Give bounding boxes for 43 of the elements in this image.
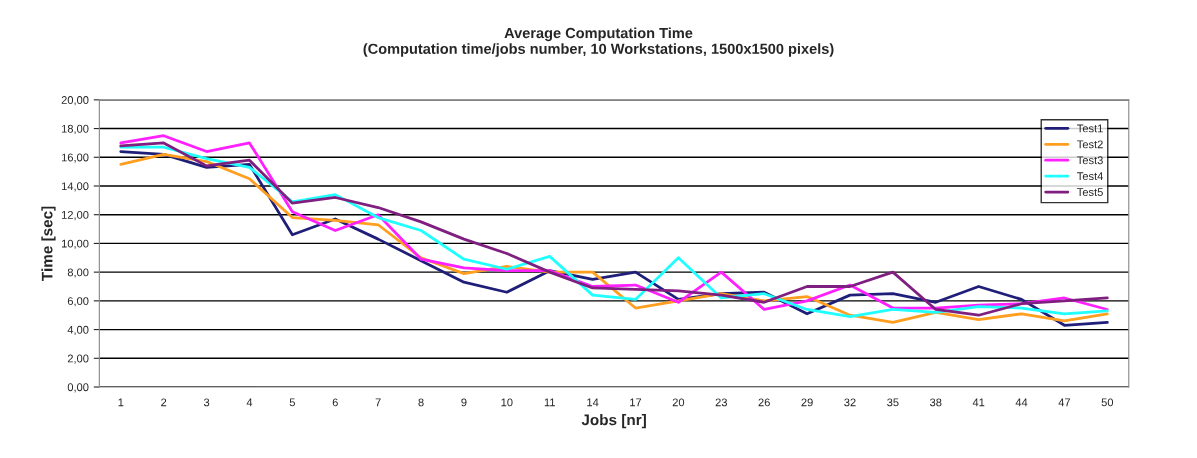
y-tick-label: 14,00	[61, 182, 89, 192]
x-tick-label: 26	[758, 398, 770, 407]
legend-label: Test5	[1077, 188, 1103, 197]
y-tick-label: 6,00	[67, 297, 89, 307]
y-tick-label: 0,00	[67, 383, 89, 393]
x-tick-label: 7	[375, 398, 381, 407]
y-tick-label: 2,00	[67, 354, 89, 364]
x-tick-label: 2	[161, 398, 167, 407]
y-tick-label: 8,00	[67, 268, 89, 278]
x-tick-label: 8	[418, 398, 424, 407]
x-tick-label: 35	[887, 398, 899, 407]
x-tick-label: 41	[972, 398, 985, 407]
x-tick-label: 4	[246, 398, 253, 407]
y-axis-title: Time [sec]	[41, 206, 56, 281]
x-tick-label: 47	[1058, 398, 1071, 407]
x-tick-label: 1	[118, 398, 124, 407]
legend-label: Test3	[1077, 156, 1103, 165]
x-tick-label: 20	[672, 398, 685, 407]
x-tick-label: 38	[930, 398, 942, 407]
legend-label: Test4	[1077, 172, 1104, 181]
y-tick-label: 16,00	[61, 153, 89, 163]
x-tick-label: 44	[1015, 398, 1028, 407]
y-tick-label: 4,00	[67, 325, 89, 336]
x-tick-label: 9	[461, 398, 467, 407]
x-tick-label: 6	[332, 398, 338, 407]
x-tick-label: 3	[203, 398, 210, 407]
x-tick-label: 23	[715, 398, 727, 407]
x-tick-label: 50	[1101, 398, 1114, 407]
x-tick-label: 29	[801, 398, 813, 407]
x-axis-title: Jobs [nr]	[581, 414, 646, 429]
y-tick-label: 18,00	[61, 124, 89, 135]
legend-label: Test1	[1077, 124, 1103, 133]
y-tick-label: 20,00	[61, 96, 89, 106]
x-tick-label: 14	[587, 398, 599, 407]
x-tick-label: 32	[844, 398, 856, 407]
y-tick-label: 10,00	[61, 239, 89, 249]
legend-label: Test2	[1077, 140, 1103, 149]
x-tick-label: 10	[501, 398, 513, 407]
x-tick-label: 17	[630, 398, 642, 407]
x-tick-label: 11	[544, 398, 555, 407]
x-tick-label: 5	[289, 398, 295, 407]
chart-title: Average Computation Time (Computation time/jobs number, 10 Workstations, 1500x1500 pixels)	[363, 27, 834, 57]
y-tick-label: 12,00	[61, 210, 89, 221]
